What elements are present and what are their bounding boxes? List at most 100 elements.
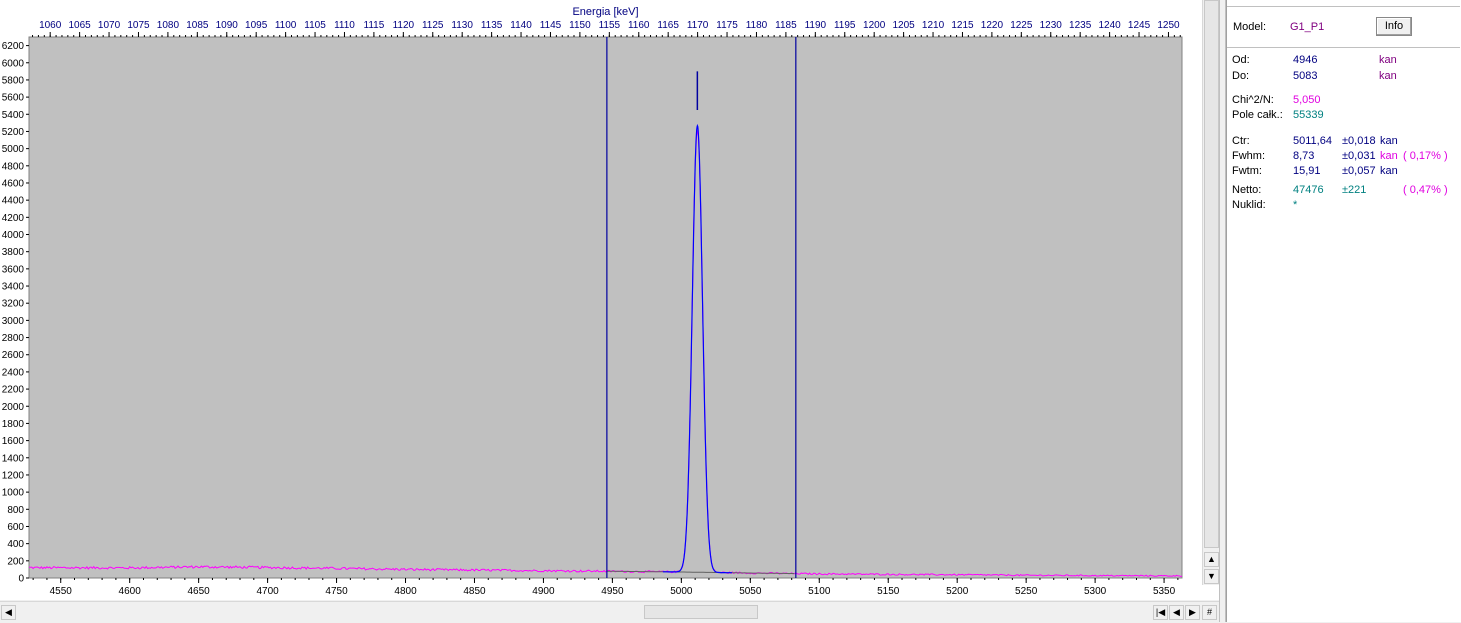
- chart-svg[interactable]: Energia [keV] 1060 1065 1070 1075 1080 1085 109…: [0, 0, 1202, 600]
- x-tick-label: 4950: [601, 586, 624, 597]
- model-value: G1_P1: [1290, 21, 1325, 33]
- ctr-error: ±0,018: [1342, 135, 1376, 147]
- x-tick-label: 5200: [946, 586, 969, 597]
- ctr-unit: kan: [1380, 135, 1398, 147]
- top-tick-label: 1115: [364, 20, 385, 31]
- top-tick-label: 1235: [1069, 20, 1092, 31]
- top-tick-label: 1205: [892, 20, 915, 31]
- y-tick-label: 5000: [2, 144, 25, 155]
- y-tick-label: 3000: [2, 316, 25, 327]
- netto-percent: ( 0,47% ): [1403, 184, 1448, 196]
- y-tick-label: 400: [7, 539, 24, 550]
- x-tick-label: 5250: [1015, 586, 1038, 597]
- scroll-first-icon[interactable]: |◀: [1153, 605, 1168, 620]
- scroll-right-arrow-icon[interactable]: ▶: [1185, 605, 1200, 620]
- y-tick-label: 2200: [2, 385, 25, 396]
- x-tick-label: 4600: [119, 586, 142, 597]
- top-tick-label: 1220: [981, 20, 1004, 31]
- top-tick-label: 1200: [863, 20, 886, 31]
- top-tick-label: 1100: [275, 20, 297, 31]
- x-tick-label: 4550: [50, 586, 73, 597]
- ctr-label: Ctr:: [1232, 135, 1250, 147]
- top-tick-label: 1230: [1040, 20, 1063, 31]
- top-tick-label: 1075: [127, 20, 150, 31]
- top-tick-label: 1095: [245, 20, 268, 31]
- spectrum-chart[interactable]: Energia [keV] 1060 1065 1070 1075 1080 1085 109…: [0, 0, 1219, 600]
- y-tick-label: 3200: [2, 299, 25, 310]
- panel-splitter[interactable]: [1219, 0, 1226, 622]
- x-tick-label: 5100: [808, 586, 831, 597]
- horizontal-scrollbar[interactable]: ◀ |◀ ◀ ▶ #: [0, 601, 1219, 623]
- model-header: Model: G1_P1 Info: [1227, 6, 1460, 48]
- top-tick-label: 1120: [393, 20, 415, 31]
- y-tick-label: 4600: [2, 178, 25, 189]
- top-tick-label: 1085: [186, 20, 209, 31]
- top-tick-label: 1165: [657, 20, 679, 31]
- info-button[interactable]: Info: [1376, 17, 1412, 36]
- y-tick-label: 3400: [2, 282, 25, 293]
- top-tick-label: 1190: [805, 20, 827, 31]
- scroll-down-arrow-icon[interactable]: ▼: [1204, 569, 1219, 584]
- y-tick-label: 1400: [2, 453, 25, 464]
- netto-value: 47476: [1293, 184, 1324, 196]
- horizontal-scroll-thumb[interactable]: [644, 605, 758, 619]
- spectrum-series: [29, 129, 1183, 577]
- chi-label: Chi^2/N:: [1232, 94, 1274, 106]
- scroll-left-arrow-icon[interactable]: ◀: [1, 605, 16, 620]
- y-tick-label: 1000: [2, 488, 25, 499]
- top-tick-label: 1150: [569, 20, 591, 31]
- y-tick-label: 2600: [2, 350, 25, 361]
- fwhm-label: Fwhm:: [1232, 150, 1265, 162]
- x-tick-label: 4850: [463, 586, 486, 597]
- top-tick-label: 1110: [334, 20, 355, 31]
- model-label: Model:: [1233, 21, 1267, 33]
- y-tick-label: 2800: [2, 333, 25, 344]
- fwhm-percent: ( 0,17% ): [1403, 150, 1448, 162]
- od-unit: kan: [1379, 54, 1397, 66]
- x-tick-label: 5350: [1153, 586, 1176, 597]
- x-tick-label: 4750: [325, 586, 348, 597]
- x-tick-label: 5050: [739, 586, 762, 597]
- y-tick-label: 3800: [2, 247, 25, 258]
- y-tick-label: 2000: [2, 402, 25, 413]
- grid-toggle-icon[interactable]: #: [1202, 605, 1217, 620]
- y-tick-label: 1800: [2, 419, 25, 430]
- x-tick-label: 4900: [532, 586, 555, 597]
- x-tick-label: 5150: [877, 586, 900, 597]
- top-tick-label: 1175: [716, 20, 738, 31]
- top-tick-label: 1125: [422, 20, 444, 31]
- pole-value: 55339: [1293, 109, 1324, 121]
- scroll-up-arrow-icon[interactable]: ▲: [1204, 552, 1219, 567]
- fwtm-value: 15,91: [1293, 165, 1321, 177]
- y-tick-label: 1200: [2, 470, 25, 481]
- background-series: [606, 570, 795, 575]
- top-tick-label: 1185: [775, 20, 797, 31]
- fit-results-panel: Model: G1_P1 Info Od: 4946 kan Do: 5083 …: [1226, 0, 1461, 622]
- nuklid-label: Nuklid:: [1232, 199, 1266, 211]
- top-tick-label: 1090: [216, 20, 239, 31]
- fit-series: [662, 123, 732, 574]
- top-tick-label: 1065: [68, 20, 91, 31]
- top-tick-label: 1160: [628, 20, 650, 31]
- top-tick-label: 1080: [157, 20, 180, 31]
- ctr-value: 5011,64: [1293, 135, 1332, 147]
- y-tick-label: 1600: [2, 436, 25, 447]
- vertical-scrollbar[interactable]: ▲ ▼: [1202, 0, 1220, 585]
- y-tick-label: 600: [7, 522, 24, 533]
- fwhm-error: ±0,031: [1342, 150, 1376, 162]
- scroll-prev-icon[interactable]: ◀: [1169, 605, 1184, 620]
- od-label: Od:: [1232, 54, 1250, 66]
- top-tick-label: 1195: [834, 20, 856, 31]
- x-tick-label: 4650: [188, 586, 211, 597]
- top-tick-label: 1155: [599, 20, 621, 31]
- y-tick-label: 800: [7, 505, 24, 516]
- y-tick-label: 5600: [2, 93, 25, 104]
- do-label: Do:: [1232, 70, 1250, 82]
- netto-label: Netto:: [1232, 184, 1262, 196]
- top-tick-label: 1250: [1157, 20, 1180, 31]
- top-tick-label: 1130: [451, 20, 473, 31]
- vertical-scroll-thumb[interactable]: [1204, 0, 1219, 548]
- top-tick-label: 1215: [951, 20, 974, 31]
- chi-value: 5,050: [1293, 94, 1321, 106]
- top-tick-label: 1180: [746, 20, 768, 31]
